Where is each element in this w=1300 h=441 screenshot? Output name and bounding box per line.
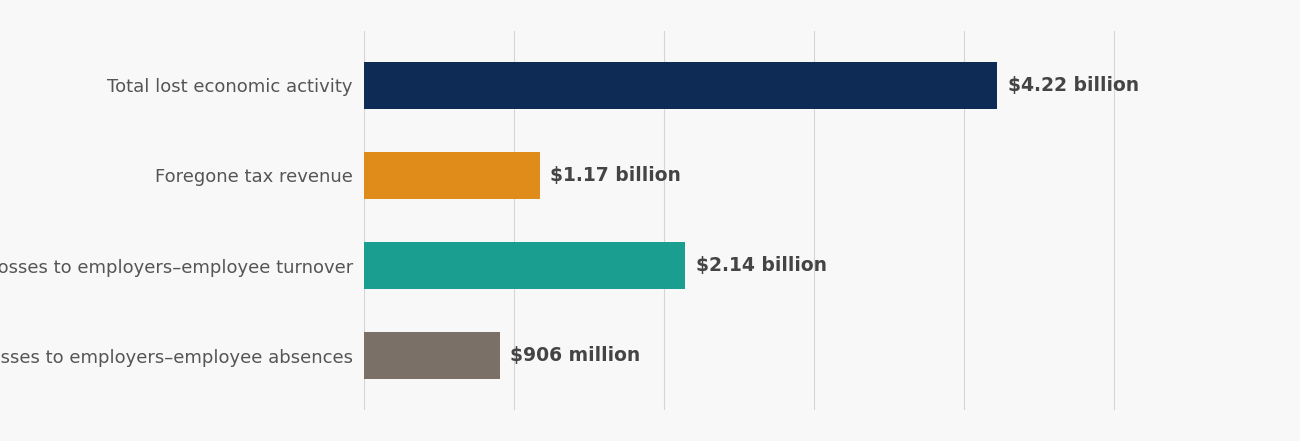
Bar	[364, 333, 500, 379]
Text: $1.17 billion: $1.17 billion	[550, 166, 681, 185]
Bar	[364, 62, 997, 108]
Bar	[364, 242, 685, 289]
Text: $906 million: $906 million	[511, 347, 641, 366]
Text: $2.14 billion: $2.14 billion	[696, 256, 827, 275]
Text: $4.22 billion: $4.22 billion	[1008, 75, 1139, 94]
Bar	[364, 152, 540, 199]
